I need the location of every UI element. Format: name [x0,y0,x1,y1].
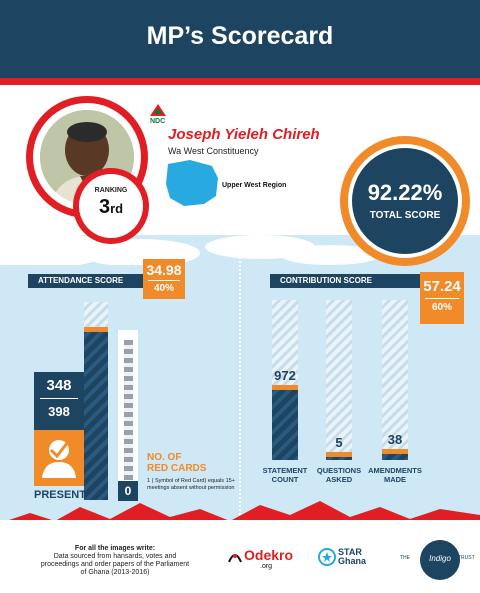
contribution-bar-value: 5 [335,435,343,450]
footer-line4: of Ghana (2013-2016) [80,569,150,576]
contribution-bar-fill [382,449,408,460]
constituency: Wa West Constituency [168,146,259,156]
header-banner [0,0,480,78]
contribution-score-box: 57.24 60% [420,272,464,324]
contribution-bar-label-line2: ASKED [325,475,353,484]
total-score-circle [352,148,458,254]
party-label: NDC [150,118,166,125]
contribution-bar-track [382,300,408,460]
footer-source-note: For all the images write: Data sourced f… [10,545,220,577]
attendance-score-weight: 40% [148,280,180,294]
red-cards-note: 1 ( Symbol of Red Card) equals 15+ meeti… [147,478,235,491]
attendance-score-box: 34.98 40% [143,259,185,299]
contribution-bar-label-line2: MADE [383,475,407,484]
red-cards-title-line2: RED CARDS [147,463,207,474]
ranking-value: 3rd [79,196,143,219]
ranking-suffix: rd [110,201,124,216]
indigo-trust-logo-circle [420,540,460,580]
contribution-bar-label-line1: AMENDMENTS [368,466,422,475]
red-cards-value: 0 [118,481,138,501]
contribution-bar-cap [326,452,352,457]
mp-name: Joseph Yieleh Chireh [168,126,320,143]
footer-line1: For all the images write: [74,545,156,552]
region-label: Upper West Region [222,182,287,189]
contribution-bar-fill [272,385,298,460]
contribution-score-label: CONTRIBUTION SCORE [270,274,420,288]
total-sittings-value: 398 [48,404,70,419]
star-ghana-logo: STAR Ghana [338,548,366,566]
person-check-icon [42,440,76,478]
ranking-label: RANKING [94,187,128,194]
red-cards-title: NO. OF RED CARDS [147,452,206,474]
contribution-bar-label: AMENDMENTS MADE [364,466,426,484]
contribution-bar-track [326,300,352,460]
present-divider [40,398,78,399]
ranking-number: 3 [98,196,111,218]
indigo-trust-logo-name: Indigo [429,554,451,563]
odekro-logo-icon [228,554,242,563]
odekro-logo-sub: .org [260,563,273,570]
indigo-trust-logo-the: THE [400,555,410,561]
red-cards-title-line1: NO. OF [147,452,182,463]
header-red-band [0,78,480,85]
contribution-bar-cap [272,385,298,390]
present-count-box [34,372,84,430]
contribution-bar-label-line1: STATEMENT [262,466,308,475]
contribution-bar-label: STATEMENT COUNT [254,466,316,484]
contribution-score-value: 57.24 [423,278,461,295]
ranking-badge [79,174,143,238]
star-ghana-logo-line2: Ghana [338,556,367,566]
star-ghana-logo-icon [318,548,336,566]
total-score-label: TOTAL SCORE [369,210,441,221]
cloud-band [0,232,380,265]
region-map-icon [166,160,218,206]
contribution-score-weight: 60% [425,298,459,313]
contribution-bar-value: 38 [387,432,403,447]
present-label: PRESENT [34,489,86,501]
attendance-bar-cap [84,327,108,332]
total-score-value: 92.22% [367,180,443,205]
footer-line2: Data sourced from hansards, votes and [53,553,177,560]
attendance-score-label: ATTENDANCE SCORE [28,274,143,288]
present-icon-box [34,430,84,486]
contribution-bar-label: QUESTIONS ASKED [308,466,370,484]
star-ghana-logo-line1: STAR [338,547,362,557]
odekro-logo: Odekro [244,547,294,563]
present-value: 348 [46,377,72,394]
column-divider [239,250,241,515]
contribution-bar-cap [382,449,408,454]
contribution-bar-label-line1: QUESTIONS [316,466,362,475]
contribution-bar-label-line2: COUNT [271,475,299,484]
indigo-trust-logo-trust: TRUST [458,555,475,561]
red-cards-stripe [124,340,133,480]
party-logo-icon [150,104,166,116]
attendance-score-value: 34.98 [146,262,182,278]
page-title: MP’s Scorecard [146,22,334,50]
footer [0,520,480,593]
footer-line3: proceedings and order papers of the Parl… [40,561,190,568]
contribution-bar-value: 972 [274,368,296,383]
attendance-bar-fill [84,327,108,500]
